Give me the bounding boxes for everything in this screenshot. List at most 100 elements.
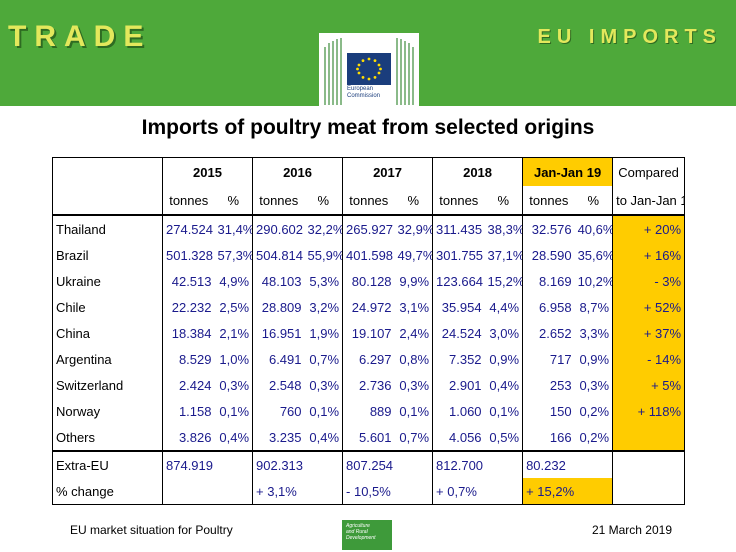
tonnes-value: 24.972 [342,294,395,320]
tonnes-value: 6.297 [342,346,395,372]
agri-badge: Agriculture and Rural Development [342,520,392,550]
tonnes-value: 16.951 [252,320,305,346]
tonnes-value: 2.901 [432,372,485,398]
share-value: 10,2% [577,273,613,289]
share-value: 40,6% [574,214,613,242]
table-row: Others 3.826 0,4% 3.235 0,4% 5.601 0,7% 4.056 0,… [53,424,685,451]
year-header: 2018 [432,157,523,186]
origin-name: Argentina [56,351,112,367]
compared-value: + 37% [612,320,685,346]
tonnes-value: 301.755 [432,242,485,268]
year-header: 2017 [342,157,433,186]
share-value: 3,2% [309,299,340,315]
share-value: 0,4% [219,429,250,445]
origin-name: Others [56,429,96,445]
logo-line-1: European [347,86,374,92]
share-value: 1,9% [309,325,340,341]
header-row-years: 2015 2016 2017 2018 Jan-Jan 19 Compared [53,157,685,187]
compared-value: + 118% [612,398,685,424]
share-value: 0,2% [579,429,610,445]
origin-name: Ukraine [56,273,101,289]
tonnes-value: 166 [522,424,575,451]
tonnes-value: 150 [522,398,575,424]
extra-eu-value: 812.700 [432,450,523,478]
compared-value [612,424,685,451]
agri-line-1: Agriculture [346,523,370,529]
share-value: 0,1% [219,403,250,419]
unit-percent: % [407,192,420,208]
header-eu-imports: EU IMPORTS [537,26,722,48]
share-value: 38,3% [484,214,523,242]
tonnes-value: 760 [252,398,305,424]
empty-cell [612,450,685,478]
footer-title: EU market situation for Poultry [70,523,233,537]
tonnes-value: 8.529 [162,346,215,372]
share-value: 0,4% [309,429,340,445]
share-value: 15,2% [487,273,523,289]
share-value: 3,1% [399,299,430,315]
tonnes-value: 2.736 [342,372,395,398]
compared-value: - 14% [612,346,685,372]
share-value: 4,4% [489,299,520,315]
compared-value: - 3% [612,268,685,294]
share-value: 49,7% [397,247,433,263]
unit-tonnes: tonnes [162,186,215,215]
tonnes-value: 4.056 [432,424,485,451]
share-value: 0,4% [489,377,520,393]
unit-tonnes: tonnes [342,186,395,215]
share-value: 0,7% [309,351,340,367]
unit-percent: % [317,192,330,208]
share-value: 1,0% [219,351,250,367]
unit-tonnes: tonnes [522,186,575,215]
share-value: 55,9% [307,247,343,263]
extra-eu-row: Extra-EU 874.919 902.313 807.254 812.700 80.2… [52,450,685,478]
table-row: Argentina 8.529 1,0% 6.491 0,7% 6.297 0,8% 7.35… [53,346,685,372]
tonnes-value: 274.524 [162,214,215,242]
header-trade: TRADE [8,20,152,53]
unit-percent: % [587,192,600,208]
tonnes-value: 889 [342,398,395,424]
commission-building-icon [319,33,419,107]
share-value: 31,4% [214,214,253,242]
unit-tonnes: tonnes [432,186,485,215]
extra-eu-value: 80.232 [522,450,613,478]
tonnes-value: 35.954 [432,294,485,320]
tonnes-value: 7.352 [432,346,485,372]
tonnes-value: 290.602 [252,214,305,242]
share-value: 0,3% [309,377,340,393]
table-row: Chile 22.232 2,5% 28.809 3,2% 24.972 3,1% 35.95… [53,294,685,320]
share-value: 0,1% [489,403,520,419]
tonnes-value: 80.128 [342,268,395,294]
share-value: 32,9% [394,214,433,242]
change-value: + 3,1% [252,478,343,505]
table-row: Ukraine 42.513 4,9% 48.103 5,3% 80.128 9,9% 123… [53,268,685,294]
origin-name: Thailand [52,214,163,242]
share-value: 0,3% [399,377,430,393]
share-value: 0,2% [579,403,610,419]
origin-name: Brazil [56,247,89,263]
compared-header: Compared [612,157,685,186]
compared-value: + 5% [612,372,685,398]
tonnes-value: 2.548 [252,372,305,398]
tonnes-value: 2.652 [522,320,575,346]
european-commission-logo [319,33,419,107]
tonnes-value: 3.826 [162,424,215,451]
share-value: 0,8% [399,351,430,367]
share-value: 0,5% [489,429,520,445]
origin-name: Norway [56,403,101,419]
tonnes-value: 6.491 [252,346,305,372]
share-value: 2,1% [219,325,250,341]
compared-subheader: to Jan-Jan 18 [612,186,685,215]
share-value: 57,3% [217,247,253,263]
tonnes-value: 3.235 [252,424,305,451]
agri-line-3: Development [346,535,376,541]
corner-cell [53,158,163,187]
change-row: % change + 3,1% - 10,5% + 0,7% + 15,2% [53,478,685,505]
share-value: 9,9% [399,273,430,289]
origin-name: China [56,325,90,341]
table-row: Switzerland 2.424 0,3% 2.548 0,3% 2.736 0,3% 2.… [53,372,685,398]
tonnes-value: 2.424 [162,372,215,398]
table-row: Norway 1.158 0,1% 760 0,1% 889 0,1% 1.060 0,1% 15… [53,398,685,424]
tonnes-value: 32.576 [522,214,575,242]
tonnes-value: 18.384 [162,320,215,346]
